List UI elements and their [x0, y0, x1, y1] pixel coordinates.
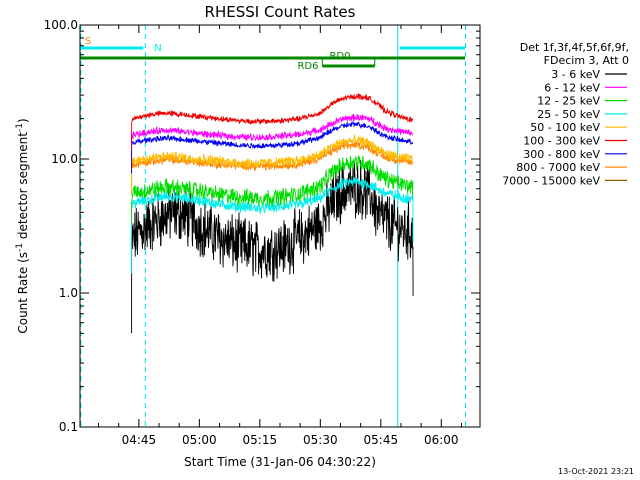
legend-label: 6 - 12 keV: [544, 81, 600, 94]
legend-label: 100 - 300 keV: [523, 135, 600, 148]
flag-label-n: N: [154, 43, 161, 54]
chart-title: RHESSI Count Rates: [205, 3, 356, 21]
legend-label: 50 - 100 keV: [530, 121, 600, 134]
y-tick-label: 1.0: [59, 286, 78, 300]
x-tick-label: 06:00: [424, 433, 459, 447]
y-tick-label: 100.0: [44, 18, 78, 32]
y-axis-label: Count Rate (s-1 detector segment-1): [15, 118, 30, 333]
series-line-5: [131, 92, 414, 150]
series-line-2: [131, 155, 414, 224]
series-line-6: [131, 120, 414, 174]
series-line-0: [131, 160, 414, 334]
legend-label: 3 - 6 keV: [551, 68, 600, 81]
x-axis-label: Start Time (31-Jan-06 04:30:22): [184, 455, 376, 469]
series-line-1: [131, 113, 414, 166]
y-tick-label: 0.1: [59, 420, 78, 434]
x-tick-label: 05:00: [182, 433, 217, 447]
flag-label-rd6: RD6: [297, 61, 318, 72]
legend-label: 300 - 800 keV: [523, 148, 600, 161]
flag-label-s: S: [85, 36, 91, 47]
x-tick-label: 05:15: [243, 433, 278, 447]
legend-header-line-2: FDecim 3, Att 0: [544, 54, 629, 67]
series-line-4: [131, 134, 414, 192]
x-tick-label: 05:45: [364, 433, 399, 447]
series-line-3: [131, 176, 414, 274]
y-tick-label: 10.0: [51, 152, 78, 166]
legend-label: 800 - 7000 keV: [516, 161, 600, 174]
series-layer: [131, 92, 414, 334]
legend-label: 25 - 50 keV: [537, 108, 600, 121]
y-axis: 0.1 1.0 10.0 100.0: [44, 18, 480, 434]
plot-area: S N RD0 RD6 0.1 1.0 10.0 100.0 04:45 05:00 05:15…: [44, 18, 481, 447]
x-axis: 04:45 05:00 05:15 05:30 05:45 06:00: [98, 25, 462, 447]
flag-label-rd0: RD0: [329, 51, 350, 62]
x-tick-label: 05:30: [303, 433, 338, 447]
legend-label: 12 - 25 keV: [537, 95, 600, 108]
flag-bars: S N RD0 RD6: [80, 36, 465, 72]
legend-header-line-1: Det 1f,3f,4f,5f,6f,9f,: [520, 41, 629, 54]
legend: Det 1f,3f,4f,5f,6f,9f, FDecim 3, Att 0 3…: [502, 41, 629, 187]
timestamp: 13-Oct-2021 23:21: [558, 467, 634, 476]
legend-label: 7000 - 15000 keV: [502, 174, 600, 187]
series-line-7: [131, 139, 414, 195]
x-tick-label: 04:45: [122, 433, 157, 447]
